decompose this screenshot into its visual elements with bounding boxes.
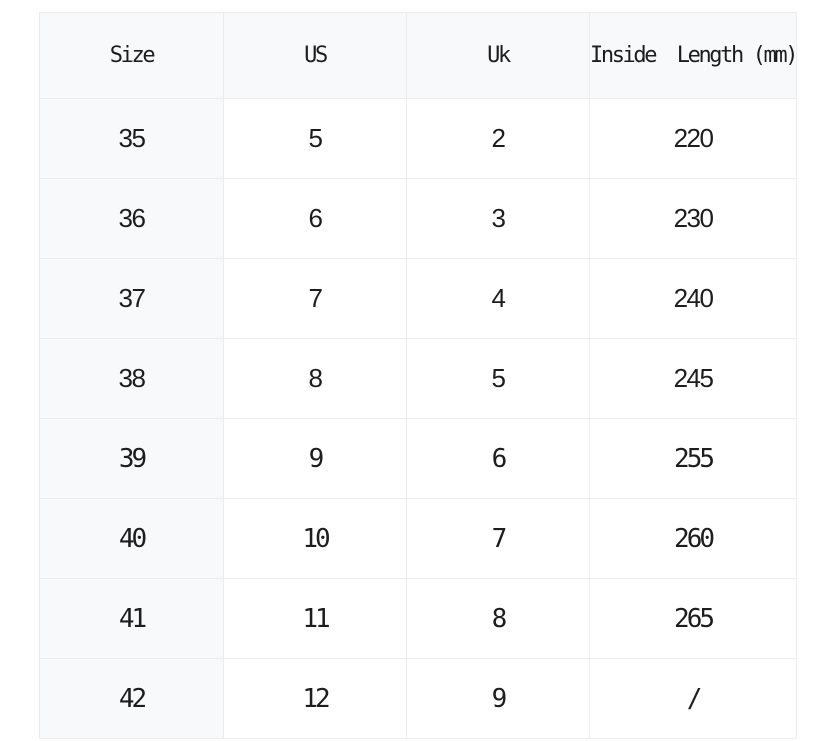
- table-row: 38 8 5 245: [39, 338, 798, 419]
- cell-us: 6: [223, 178, 407, 259]
- column-header-size: Size: [39, 12, 224, 99]
- size-chart-table: Size US Uk Inside Length (mm) 35 5 2 220…: [39, 12, 798, 739]
- column-header-us: US: [223, 12, 407, 99]
- column-header-inside-length: Inside Length (mm): [588, 12, 798, 99]
- cell-us: 7: [223, 258, 407, 339]
- table-header-row: Size US Uk Inside Length (mm): [39, 12, 798, 99]
- cell-uk: 3: [406, 178, 590, 259]
- cell-size: 37: [39, 258, 224, 339]
- table-row: 36 6 3 230: [39, 178, 798, 259]
- cell-us: 8: [223, 338, 407, 419]
- table-row: 37 7 4 240: [39, 258, 798, 339]
- cell-inside-length: /: [588, 658, 798, 739]
- cell-inside-length: 240: [588, 258, 798, 339]
- size-chart-container: Size US Uk Inside Length (mm) 35 5 2 220…: [39, 12, 798, 739]
- cell-us: 9: [223, 418, 407, 499]
- cell-us: 12: [223, 658, 407, 739]
- table-row: 40 10 7 260: [39, 498, 798, 579]
- cell-size: 35: [39, 98, 224, 179]
- cell-us: 5: [223, 98, 407, 179]
- cell-inside-length: 230: [588, 178, 798, 259]
- cell-uk: 9: [406, 658, 590, 739]
- cell-uk: 7: [406, 498, 590, 579]
- cell-size: 41: [39, 578, 224, 659]
- cell-size: 36: [39, 178, 224, 259]
- cell-uk: 5: [406, 338, 590, 419]
- column-header-uk: Uk: [406, 12, 590, 99]
- cell-inside-length: 260: [588, 498, 798, 579]
- cell-uk: 8: [406, 578, 590, 659]
- cell-uk: 6: [406, 418, 590, 499]
- cell-inside-length: 245: [588, 338, 798, 419]
- cell-inside-length: 265: [588, 578, 798, 659]
- cell-size: 39: [39, 418, 224, 499]
- cell-inside-length: 255: [588, 418, 798, 499]
- table-row: 42 12 9 /: [39, 658, 798, 739]
- cell-size: 42: [39, 658, 224, 739]
- table-row: 35 5 2 220: [39, 98, 798, 179]
- table-row: 39 9 6 255: [39, 418, 798, 499]
- cell-uk: 2: [406, 98, 590, 179]
- cell-us: 11: [223, 578, 407, 659]
- cell-inside-length: 220: [588, 98, 798, 179]
- table-row: 41 11 8 265: [39, 578, 798, 659]
- cell-uk: 4: [406, 258, 590, 339]
- cell-size: 40: [39, 498, 224, 579]
- cell-size: 38: [39, 338, 224, 419]
- cell-us: 10: [223, 498, 407, 579]
